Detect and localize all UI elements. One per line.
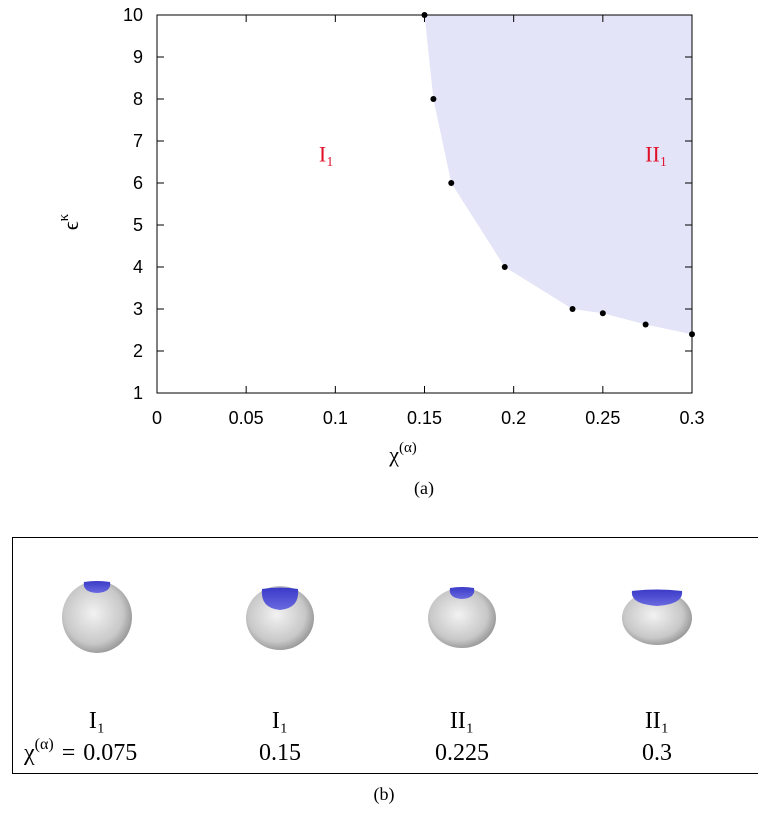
data-point: [642, 321, 649, 328]
chi-value: χ(α) = 0.075: [23, 736, 137, 766]
x-axis-label: χ(α): [388, 440, 417, 467]
y-tick-label: 5: [133, 215, 143, 235]
region-label: II₁: [645, 142, 667, 167]
data-point: [599, 310, 606, 317]
y-tick-label: 4: [133, 257, 143, 277]
x-tick-label: 0.3: [679, 408, 704, 428]
caption: (a): [414, 478, 434, 499]
y-axis-label-base: ϵ: [58, 221, 83, 230]
x-tick-label: 0.05: [229, 408, 264, 428]
data-point: [430, 96, 437, 102]
data-point: [448, 180, 455, 186]
x-tick-label: 0.25: [585, 408, 620, 428]
region-label: I₁: [319, 142, 334, 167]
y-tick-label: 3: [133, 299, 143, 319]
phase-region: [424, 15, 692, 335]
chi-value: 0.15: [259, 740, 301, 766]
value: 0.15: [259, 740, 301, 766]
vesicle: [62, 581, 132, 653]
value: 0.225: [435, 740, 489, 766]
x-tick-label: 0.1: [323, 408, 348, 428]
phase-label: I₁: [89, 708, 105, 734]
y-tick-label: 9: [133, 47, 143, 67]
chi-sup: (α): [35, 736, 54, 753]
vesicle: [428, 587, 496, 648]
phase-label: I₁: [272, 708, 288, 734]
vesicle: [622, 589, 692, 645]
chi-symbol: χ: [23, 740, 35, 766]
x-axis-label-sup: (α): [399, 440, 417, 456]
x-axis-label-base: χ: [388, 442, 399, 467]
y-tick-label: 1: [133, 383, 143, 403]
x-tick-label: 0: [152, 408, 162, 428]
chi-value: 0.3: [642, 740, 672, 766]
vesicle: [246, 586, 314, 650]
panel-frame: [12, 537, 758, 774]
y-tick-label: 7: [133, 131, 143, 151]
y-tick-label: 6: [133, 173, 143, 193]
value: 0.3: [642, 740, 672, 766]
y-tick-label: 8: [133, 89, 143, 109]
y-axis-label-sup: κ: [56, 213, 72, 221]
chi-value: 0.225: [435, 740, 489, 766]
data-point: [501, 264, 508, 270]
phase-label: II₁: [450, 708, 474, 734]
caption: (b): [374, 784, 395, 805]
x-tick-label: 0.15: [407, 408, 442, 428]
data-point: [569, 306, 576, 312]
y-tick-label: 2: [133, 341, 143, 361]
y-tick-label: 10: [123, 5, 143, 25]
y-axis-label: ϵκ: [56, 213, 83, 230]
equals: =: [62, 740, 76, 766]
x-tick-label: 0.2: [501, 408, 526, 428]
plot-frame: [156, 14, 693, 394]
value: 0.075: [83, 740, 137, 766]
phase-label: II₁: [645, 708, 669, 734]
